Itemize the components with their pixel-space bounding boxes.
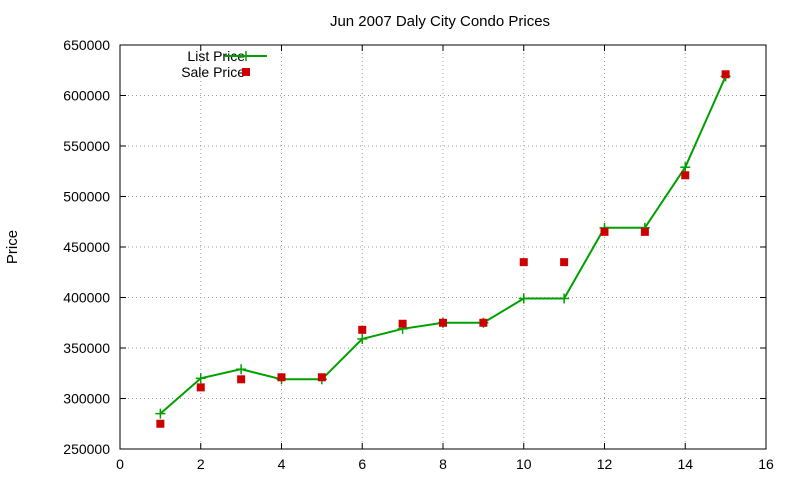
data-point-cross — [518, 293, 529, 304]
data-point-square — [519, 258, 528, 267]
data-point-cross — [680, 162, 691, 173]
data-point-square — [721, 70, 730, 79]
grid — [120, 45, 766, 449]
y-tick-label: 500000 — [63, 189, 110, 205]
data-point-square — [156, 419, 165, 428]
y-tick-label: 300000 — [63, 391, 110, 407]
x-tick-label: 2 — [197, 456, 205, 472]
series-list-price — [155, 71, 731, 419]
x-tick-label: 16 — [758, 456, 774, 472]
y-tick-label: 650000 — [63, 37, 110, 53]
legend-label: Sale Price — [181, 64, 245, 80]
axes: 0 2 4 6 8 10 12 14 16 250000 300000 350000 400000 450… — [63, 37, 774, 472]
data-point-square — [600, 227, 609, 236]
x-tick-label: 4 — [278, 456, 286, 472]
data-point-cross — [155, 408, 166, 419]
data-point-square — [439, 318, 447, 327]
y-tick-label: 250000 — [63, 441, 110, 457]
data-point-square — [317, 373, 326, 382]
y-tick-label: 400000 — [63, 290, 110, 306]
chart-title: Jun 2007 Daly City Condo Prices — [330, 13, 550, 30]
data-point-square — [196, 383, 205, 392]
x-tick-label: 14 — [677, 456, 693, 472]
legend-square-marker — [242, 68, 250, 76]
series — [155, 70, 731, 428]
y-tick-label: 600000 — [63, 88, 110, 104]
x-tick-label: 8 — [439, 456, 447, 472]
data-point-square — [277, 373, 286, 382]
legend-cross-marker — [241, 51, 251, 61]
data-point-square — [560, 258, 569, 267]
y-tick-label: 350000 — [63, 340, 110, 356]
y-axis-label: Price — [4, 230, 21, 264]
x-tick-label: 0 — [116, 456, 124, 472]
x-tick-label: 12 — [597, 456, 613, 472]
legend-label: List Price — [187, 48, 245, 64]
y-tick-label: 550000 — [63, 138, 110, 154]
series-sale-price — [156, 70, 730, 428]
x-tick-label: 6 — [358, 456, 366, 472]
data-point-square — [640, 227, 649, 236]
data-point-cross — [236, 364, 247, 375]
data-point-square — [237, 375, 246, 384]
data-point-square — [358, 325, 367, 334]
y-tick-label: 450000 — [63, 239, 110, 255]
data-point-square — [398, 319, 407, 328]
data-point-square — [681, 171, 690, 180]
data-point-cross — [357, 333, 368, 344]
data-point-square — [479, 318, 488, 327]
data-point-cross — [559, 293, 570, 304]
data-point-cross — [195, 373, 206, 384]
x-tick-label: 10 — [516, 456, 532, 472]
series-line — [159, 75, 727, 415]
